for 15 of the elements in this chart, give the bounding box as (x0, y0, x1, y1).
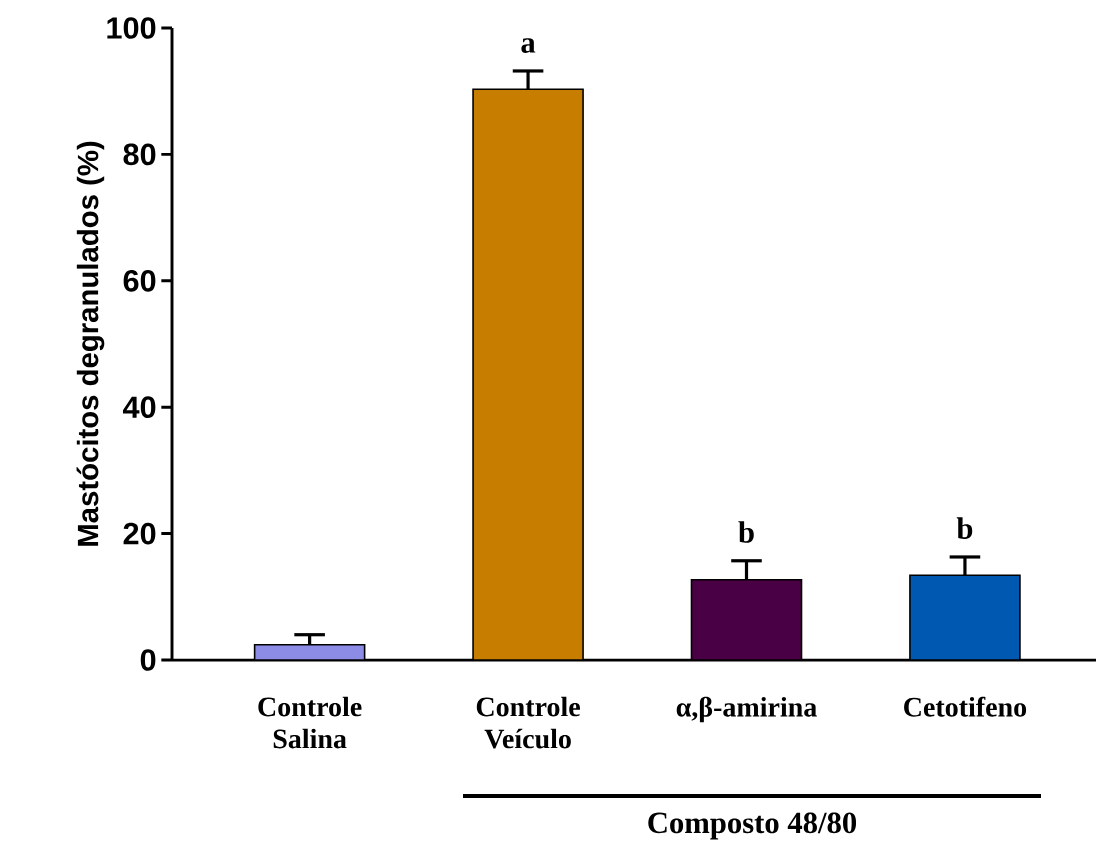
annotation: b (738, 521, 754, 543)
y-axis-title: Mastócitos degranulados (%) (76, 141, 105, 546)
y-tick-label: 100 (107, 17, 156, 39)
x-tick-label: Controle Veículo (476, 696, 580, 749)
text: Composto 48/80 (648, 812, 857, 840)
x-tick-label: α,β-amirina (676, 696, 817, 723)
x-tick-label: Cetotifeno (904, 696, 1027, 717)
annotation: b (956, 517, 973, 539)
y-tick-label: 60 (123, 269, 156, 292)
annotation: a (521, 38, 536, 53)
x-tick-label: Controle Salina (258, 696, 362, 749)
y-tick-label: 0 (140, 649, 156, 671)
y-tick-label: 40 (122, 396, 156, 419)
y-tick-label: 20 (123, 522, 156, 545)
y-tick-label: 80 (123, 143, 156, 166)
